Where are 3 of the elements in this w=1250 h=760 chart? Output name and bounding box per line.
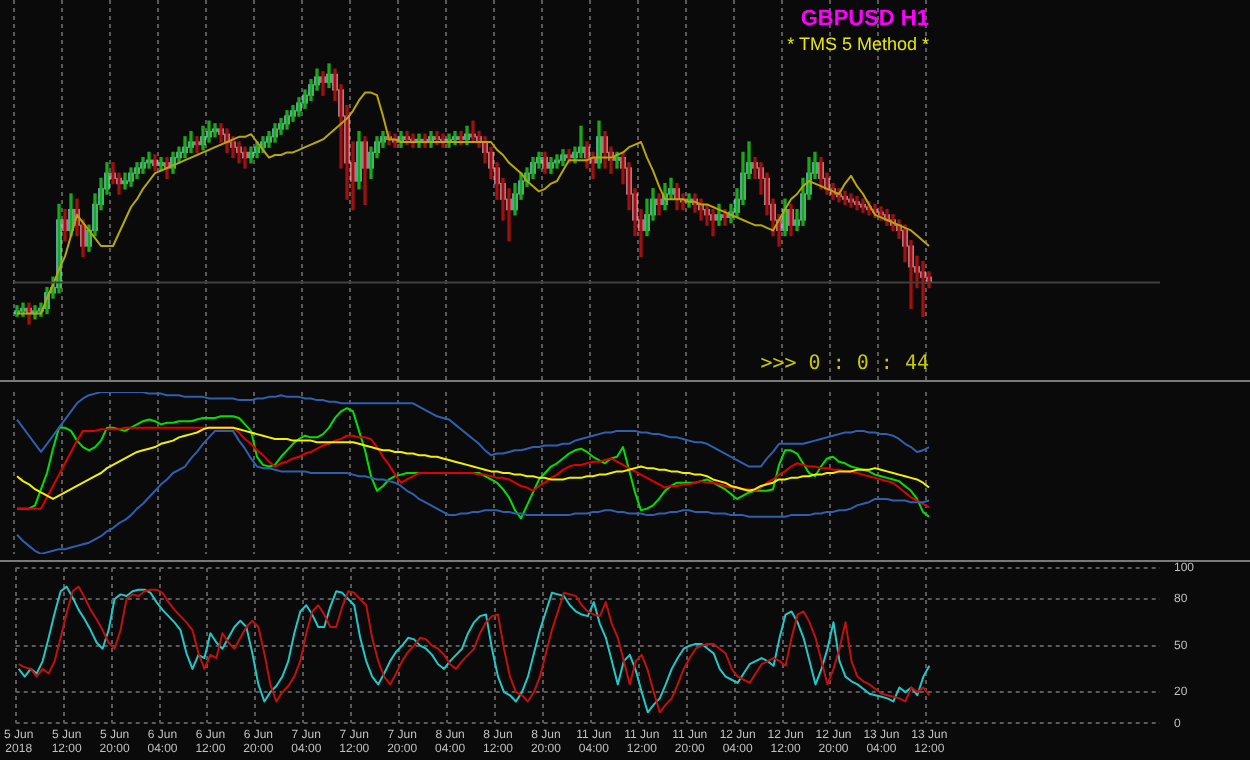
text: >>> 0 : 0 : 44 — [760, 353, 929, 376]
chart-subtitle: * TMS 5 Method * — [787, 33, 930, 54]
chart-title: GBPUSD H1 — [800, 7, 929, 32]
